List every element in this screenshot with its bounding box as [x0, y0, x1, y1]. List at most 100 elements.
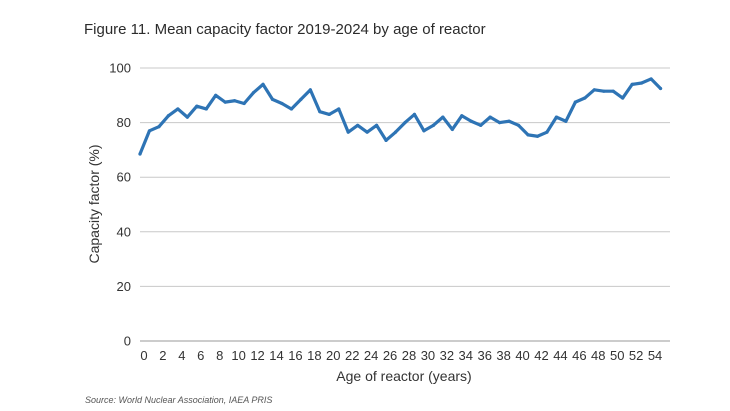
- data-point: [393, 130, 398, 134]
- data-point: [233, 99, 237, 103]
- x-tick-label: 38: [496, 348, 510, 363]
- data-point: [488, 115, 492, 119]
- data-point: [611, 89, 615, 93]
- x-tick-label: 54: [648, 348, 662, 363]
- x-tick-label: 32: [440, 348, 454, 363]
- x-tick-label: 52: [629, 348, 643, 363]
- data-point: [356, 123, 360, 127]
- data-point: [327, 112, 331, 117]
- x-tick-label: 48: [591, 348, 605, 363]
- data-point: [460, 114, 464, 118]
- x-tick-label: 28: [402, 348, 416, 363]
- x-tick-label: 44: [553, 348, 567, 363]
- x-tick-label: 4: [178, 348, 185, 363]
- chart-title: Figure 11. Mean capacity factor 2019-202…: [84, 21, 486, 38]
- data-point: [214, 93, 218, 97]
- x-tick-label: 8: [216, 348, 223, 363]
- data-point: [450, 127, 454, 132]
- data-point: [384, 138, 388, 142]
- data-point: [658, 86, 663, 91]
- data-point: [299, 97, 303, 101]
- data-point: [375, 123, 379, 127]
- data-point: [403, 121, 407, 125]
- data-point: [365, 130, 369, 134]
- x-tick-label: 24: [364, 348, 378, 363]
- data-point: [535, 134, 540, 138]
- data-point: [469, 119, 473, 123]
- data-point: [640, 81, 644, 85]
- x-tick-label: 16: [288, 348, 302, 363]
- data-point: [564, 119, 568, 123]
- x-tick-label: 42: [534, 348, 548, 363]
- data-point: [318, 110, 322, 114]
- data-points: [138, 77, 663, 156]
- data-point: [592, 88, 596, 92]
- data-point: [554, 115, 559, 119]
- data-point: [157, 125, 161, 129]
- data-point: [526, 133, 530, 137]
- y-tick-labels: 0 20 40 60 80 100: [109, 61, 131, 349]
- data-point: [261, 82, 265, 86]
- data-point: [573, 100, 577, 104]
- x-tick-labels: 0 2 4 6 8 10 12 14 16 18 20 22 24 26 28 30 32 34 36 38 40 42 4…: [140, 348, 662, 363]
- x-tick-label: 40: [515, 348, 529, 363]
- data-point: [441, 115, 445, 119]
- x-tick-label: 10: [231, 348, 245, 363]
- x-tick-label: 26: [383, 348, 397, 363]
- x-tick-label: 14: [269, 348, 283, 363]
- data-point: [602, 89, 606, 93]
- data-point: [621, 96, 625, 100]
- x-tick-label: 22: [345, 348, 359, 363]
- data-point: [138, 152, 142, 156]
- y-tick-label: 40: [117, 224, 131, 239]
- y-tick-label: 0: [124, 334, 131, 349]
- data-point: [289, 107, 294, 111]
- data-point: [280, 101, 284, 106]
- data-point: [308, 88, 312, 92]
- data-point: [516, 123, 521, 127]
- data-point: [479, 123, 483, 127]
- data-point: [412, 112, 417, 117]
- x-tick-label: 20: [326, 348, 340, 363]
- data-point: [242, 101, 246, 106]
- data-point: [195, 104, 199, 108]
- x-tick-label: 12: [250, 348, 264, 363]
- x-axis-title: Age of reactor (years): [336, 368, 471, 384]
- data-point: [346, 130, 350, 134]
- series-line: [138, 77, 663, 156]
- y-tick-label: 80: [117, 115, 131, 130]
- data-point: [147, 129, 152, 133]
- x-tick-label: 34: [459, 348, 473, 363]
- y-tick-label: 60: [117, 170, 131, 185]
- data-point: [185, 115, 189, 119]
- x-tick-label: 46: [572, 348, 586, 363]
- gridlines: [140, 67, 670, 342]
- data-point: [251, 90, 256, 95]
- data-point: [431, 123, 435, 127]
- x-tick-label: 18: [307, 348, 321, 363]
- x-tick-label: 30: [421, 348, 435, 363]
- data-point: [166, 114, 170, 118]
- x-tick-label: 36: [477, 348, 491, 363]
- x-tick-label: 0: [140, 348, 147, 363]
- data-point: [204, 107, 208, 111]
- data-point: [507, 119, 511, 123]
- data-point: [337, 107, 341, 111]
- data-point: [270, 97, 275, 101]
- data-point: [223, 100, 227, 104]
- data-point: [498, 121, 502, 125]
- data-point: [583, 96, 587, 100]
- y-tick-label: 100: [109, 61, 131, 76]
- data-point: [422, 129, 426, 133]
- x-tick-label: 6: [197, 348, 204, 363]
- data-point: [630, 82, 634, 86]
- data-point: [176, 107, 180, 111]
- data-point: [649, 77, 653, 81]
- y-axis-title: Capacity factor (%): [86, 144, 102, 263]
- x-tick-label: 50: [610, 348, 624, 363]
- data-point: [545, 130, 549, 134]
- y-tick-label: 20: [117, 279, 131, 294]
- source-note: Source: World Nuclear Association, IAEA …: [85, 395, 273, 405]
